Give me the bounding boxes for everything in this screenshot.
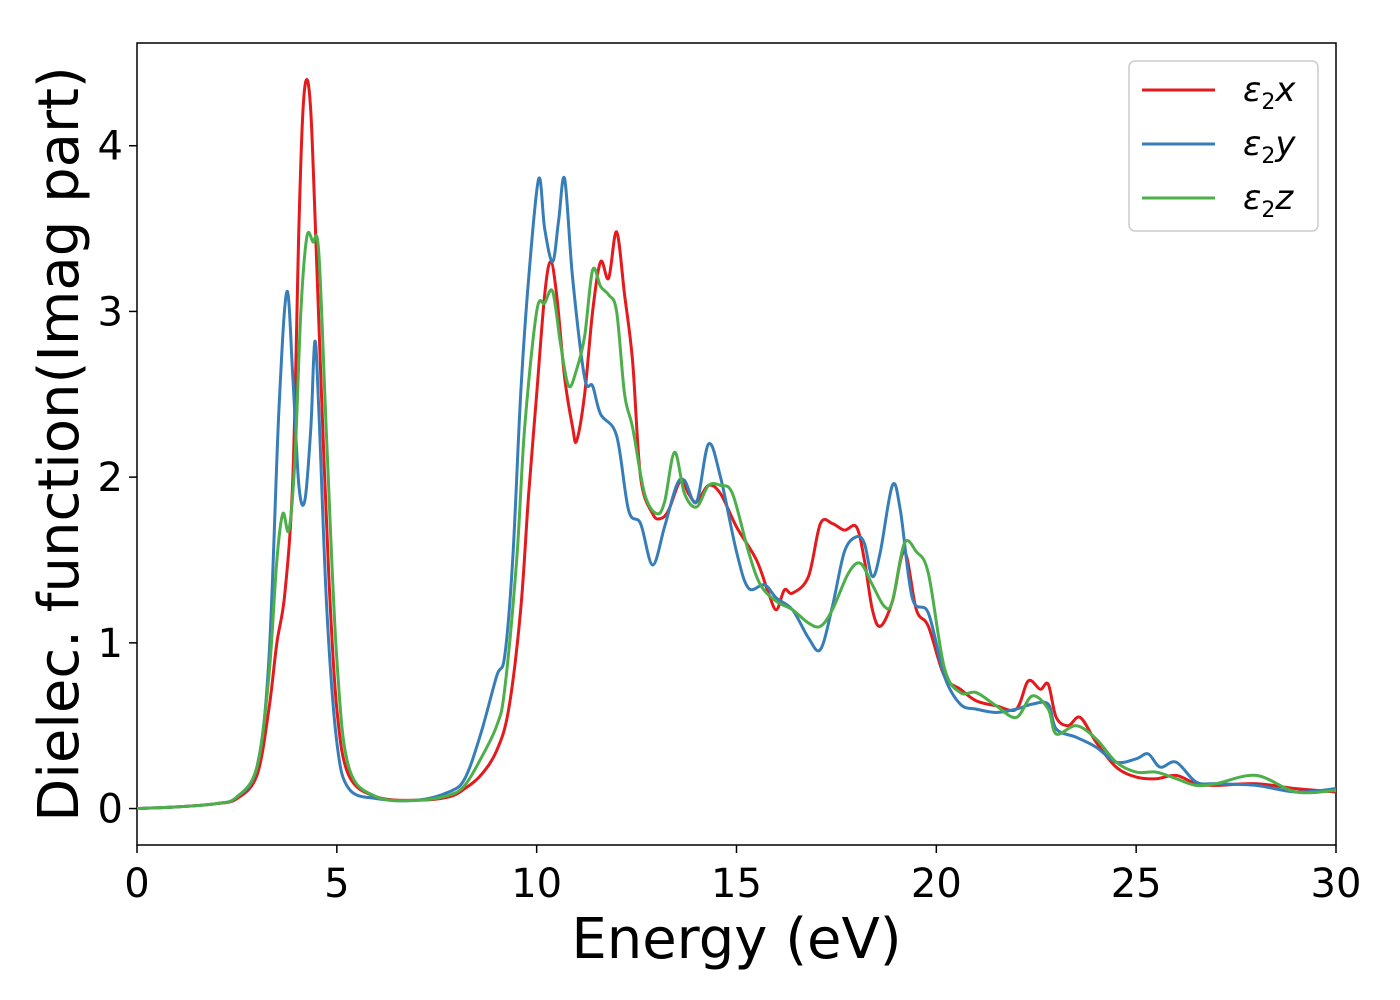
x-tick-label: 0	[124, 861, 149, 907]
x-tick-label: 25	[1111, 861, 1162, 907]
y-tick-label: 2	[98, 455, 123, 501]
x-tick-label: 30	[1311, 861, 1362, 907]
legend-items: ε2x ε2y ε2z	[1142, 70, 1296, 223]
y-axis-label: Dielec. function(Imag part)	[27, 66, 92, 822]
x-axis-label: Energy (eV)	[571, 907, 901, 972]
y-tick-label: 4	[98, 124, 123, 170]
legend-label-z: ε2z	[1243, 178, 1294, 223]
x-tick-label: 10	[511, 861, 562, 907]
y-axis-ticks: 0 1 2 3 4	[98, 124, 137, 833]
legend-label-y: ε2y	[1243, 124, 1296, 169]
y-tick-label: 1	[98, 621, 123, 667]
series-line-z	[137, 230, 1336, 811]
y-tick-label: 0	[98, 787, 123, 833]
legend-label-x: ε2x	[1243, 70, 1296, 115]
legend: ε2x ε2y ε2z	[1128, 60, 1319, 232]
legend-box	[1128, 60, 1319, 232]
x-tick-label: 5	[324, 861, 349, 907]
x-axis-ticks: 0 5 10 15 20 25 30	[124, 845, 1361, 907]
y-tick-label: 3	[98, 289, 123, 335]
series-line-y	[137, 175, 1336, 811]
x-tick-label: 15	[711, 861, 762, 907]
x-tick-label: 20	[911, 861, 962, 907]
series-layer	[137, 77, 1336, 811]
